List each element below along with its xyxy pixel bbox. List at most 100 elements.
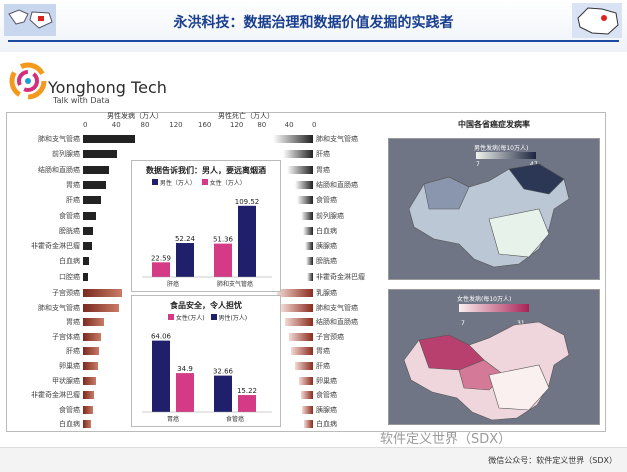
row-label: 结肠和直肠癌 <box>316 318 358 327</box>
row-bar <box>83 226 94 235</box>
bar-value-label: 64.06 <box>151 333 172 341</box>
bar-食管癌-女性(万人) <box>238 395 256 412</box>
row-bar <box>273 135 313 143</box>
bar-value-label: 22.59 <box>151 254 171 262</box>
row-bar <box>283 150 313 159</box>
card-food-safety: 食品安全，令人担忧 女性(万人) 男性(万人) 64.06 34.9 胃癌 32.66… <box>131 295 281 427</box>
row-bar <box>289 332 313 341</box>
row-label: 肝癌 <box>316 150 330 159</box>
male-map-min: 7 <box>476 161 480 168</box>
map-title: 中国各省癌症发病率 <box>458 120 530 129</box>
bar-食管癌-男性(万人) <box>214 375 232 412</box>
footer-bar <box>0 447 627 472</box>
bar-胃癌-女性(万人) <box>176 373 194 412</box>
row-label: 甲状腺癌 <box>52 376 80 385</box>
axis-tick: 40 <box>284 121 294 129</box>
card-men-smoking: 数据告诉我们：男人，要远离烟酒 男性（万人） 女性（万人） 22.59 52.24… <box>131 160 281 292</box>
row-label: 白血病 <box>316 226 337 235</box>
footer-text: 微信公众号：软件定义世界（SDX） <box>488 456 617 465</box>
row-bar <box>83 420 91 429</box>
row-label: 肺和支气管癌 <box>38 303 80 312</box>
row-bar <box>285 318 313 327</box>
female-map-gradient <box>459 304 529 312</box>
row-bar <box>301 405 313 414</box>
row-label: 非霍奇金淋巴瘤 <box>31 391 80 400</box>
world-map-logo <box>4 4 56 36</box>
row-bar <box>83 391 95 400</box>
axis-tick: 120 <box>169 121 183 129</box>
row-bar <box>83 303 120 312</box>
row-label: 胃癌 <box>66 318 80 327</box>
row-label: 食管癌 <box>316 196 337 205</box>
row-label: 白血病 <box>59 257 80 266</box>
row-label: 肝癌 <box>66 347 80 356</box>
bar-value-label: 52.24 <box>175 235 196 243</box>
bar-value-label: 109.52 <box>235 198 260 206</box>
map-panel: 中国各省癌症发病率 男性发病(每10万人) 7 47 女性发病(每10万人) 7… <box>388 119 600 425</box>
row-bar <box>301 391 313 400</box>
row-label: 膀胱癌 <box>316 257 337 266</box>
row-label: 子宫颈癌 <box>316 332 344 341</box>
row-bar <box>277 289 313 297</box>
row-label: 子宫体癌 <box>52 332 80 341</box>
male-map-gradient <box>476 152 536 159</box>
bar-value-label: 32.66 <box>213 368 234 376</box>
bar-肺和支气管癌-男性（万人） <box>238 205 256 277</box>
chart-food-safety: 64.06 34.9 胃癌 32.66 15.22 食管癌 <box>142 333 272 423</box>
incidence-axis: 0 40 80 120 160 <box>83 121 211 131</box>
row-label: 食管癌 <box>59 211 80 220</box>
axis-tick: 160 <box>198 121 212 129</box>
row-bar <box>303 226 313 235</box>
male-china-map <box>408 163 570 268</box>
row-bar <box>297 196 313 205</box>
row-bar <box>83 135 135 143</box>
row-bar <box>83 405 94 414</box>
row-bar <box>291 347 313 356</box>
row-label: 胰腺癌 <box>316 405 337 414</box>
row-bar <box>295 362 313 370</box>
row-bar <box>83 332 102 341</box>
row-bar <box>83 318 104 327</box>
bar-肝癌-男性（万人） <box>176 243 194 277</box>
category-label: 肺和支气管癌 <box>217 280 253 288</box>
card2-title: 食品安全，令人担忧 <box>170 301 242 310</box>
category-label: 胃癌 <box>167 415 179 423</box>
row-label: 前列腺癌 <box>316 211 344 220</box>
row-label: 结肠和直肠癌 <box>38 165 80 174</box>
card1-legend-female: 女性（万人） <box>209 180 246 187</box>
row-label: 胰腺癌 <box>316 242 337 251</box>
category-label: 肝癌 <box>167 280 179 288</box>
row-label: 胃癌 <box>316 165 330 174</box>
row-label: 白血病 <box>59 420 80 429</box>
axis-tick: 0 <box>83 121 88 129</box>
row-label: 白血病 <box>316 420 337 429</box>
row-label: 肺和支气管癌 <box>316 303 358 312</box>
row-bar <box>83 362 98 370</box>
row-bar <box>305 242 313 251</box>
bar-value-label: 51.36 <box>213 236 234 244</box>
row-label: 结肠和直肠癌 <box>316 180 358 189</box>
row-label: 肺和支气管癌 <box>316 135 358 143</box>
row-bar <box>83 272 89 281</box>
row-bar <box>301 211 313 220</box>
female-map-legend-title: 女性发病(每10万人) <box>457 296 512 303</box>
china-map-logo <box>572 3 622 38</box>
row-bar <box>295 180 313 189</box>
row-bar <box>83 347 99 356</box>
chart-men-smoking: 22.59 52.24 肝癌 51.36 109.52 肺和支气管癌 <box>142 198 272 288</box>
row-bar <box>83 165 109 174</box>
row-bar <box>307 272 313 281</box>
row-label: 乳腺癌 <box>316 289 337 297</box>
row-bar <box>83 242 92 251</box>
female-incidence-map: 女性发病(每10万人) 7 31 <box>388 289 600 425</box>
row-label: 前列腺癌 <box>52 150 80 159</box>
bar-肺和支气管癌-女性（万人） <box>214 243 232 277</box>
row-label: 膀胱癌 <box>59 226 80 235</box>
card1-legend: 男性（万人） 女性（万人） <box>152 178 246 187</box>
card2-legend-female: 女性(万人) <box>175 315 205 322</box>
category-label: 食管癌 <box>226 415 244 423</box>
row-bar <box>287 165 313 174</box>
row-bar <box>299 376 313 385</box>
page-title: 永洪科技：数据治理和数据价值发掘的实践者 <box>173 15 454 31</box>
row-bar <box>83 180 107 189</box>
